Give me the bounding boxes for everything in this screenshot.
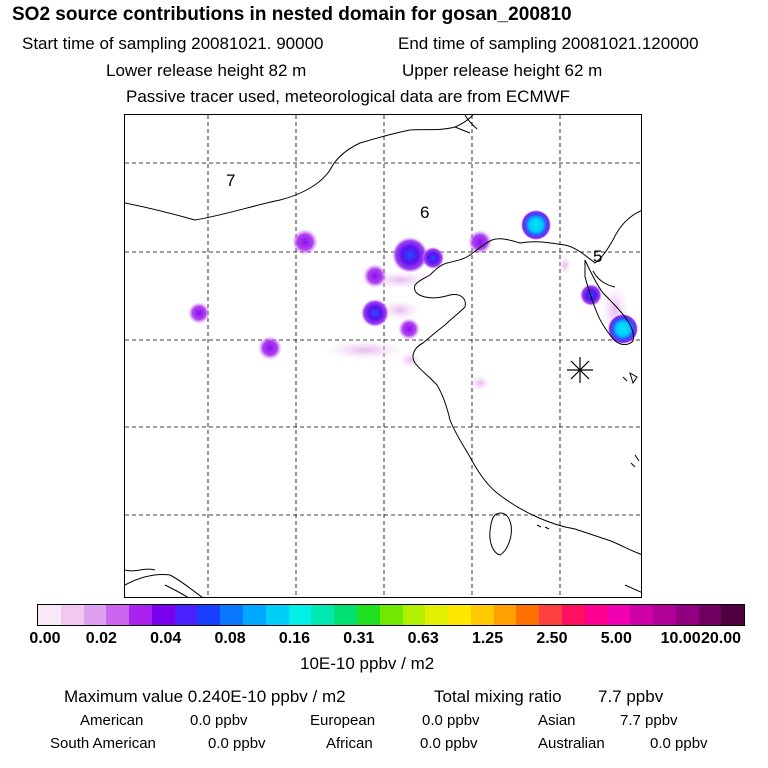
colorbar-tick-label: 0.00 (29, 630, 61, 647)
colorbar-segment (288, 605, 312, 625)
colorbar-segment (174, 605, 198, 625)
page-title: SO2 source contributions in nested domai… (12, 4, 572, 25)
colorbar-tick-label: 0.02 (85, 630, 117, 647)
colorbar-tick-label: 2.50 (536, 630, 568, 647)
total-mixing-ratio-value: 7.7 ppbv (598, 687, 664, 706)
colorbar-segment (129, 605, 152, 625)
american-label: American (80, 712, 144, 729)
colorbar-segment (675, 605, 699, 625)
coastlines (125, 115, 641, 597)
map-panel: 7 6 5 (124, 114, 642, 598)
european-label: European (310, 712, 376, 729)
colorbar-tick-label: 5.00 (600, 630, 632, 647)
colorbar-segment (311, 605, 335, 625)
colorbar-tick-label: 10.00 (660, 630, 701, 647)
total-mixing-ratio-label: Total mixing ratio (434, 687, 562, 706)
islands (489, 371, 640, 556)
american-value: 0.0 ppbv (190, 712, 248, 729)
colorbar-segment (493, 605, 517, 625)
colorbar-tick-label: 0.16 (278, 630, 311, 647)
south-american-label: South American (50, 735, 156, 752)
colorbar-segment (151, 605, 175, 625)
colorbar-tick-label: 1.25 (471, 630, 504, 647)
colorbar-segment (243, 605, 266, 625)
colorbar-segment (698, 605, 722, 625)
colorbar-segment (356, 605, 380, 625)
concentration-plumes (188, 210, 638, 391)
colorbar-segment (425, 605, 449, 625)
colorbar-tick-label: 0.31 (343, 630, 375, 647)
colorbar-segment (539, 605, 562, 625)
upper-release-label: Upper release height 62 m (402, 61, 603, 80)
colorbar-segment (402, 605, 426, 625)
south-american-value: 0.0 ppbv (208, 735, 266, 752)
african-label: African (326, 735, 373, 752)
colorbar-segment (83, 605, 107, 625)
colorbar-segment (197, 605, 221, 625)
colorbar-segment (379, 605, 403, 625)
grid-lines (125, 115, 641, 597)
asian-label: Asian (538, 712, 576, 729)
colorbar-units: 10E-10 ppbv / m2 (300, 654, 435, 673)
region-label-5: 5 (593, 247, 603, 266)
australian-value: 0.0 ppbv (650, 735, 708, 752)
european-value: 0.0 ppbv (422, 712, 480, 729)
region-label-7: 7 (226, 171, 236, 190)
colorbar-segment (630, 605, 654, 625)
region-label-6: 6 (420, 203, 430, 222)
colorbar-segment (60, 605, 84, 625)
colorbar-segment (721, 605, 745, 625)
end-time-label: End time of sampling 20081021.120000 (398, 34, 699, 53)
colorbar-tick-labels: 0.00 0.02 0.04 0.08 0.16 0.31 0.63 1.25 2.50 5.00… (0, 630, 768, 650)
asian-value: 7.7 ppbv (620, 712, 678, 729)
colorbar-segment (265, 605, 289, 625)
tracer-note: Passive tracer used, meteorological data… (126, 87, 571, 106)
start-time-label: Start time of sampling 20081021. 90000 (22, 34, 324, 53)
colorbar-segment (38, 605, 61, 625)
maximum-value: Maximum value 0.240E-10 ppbv / m2 (64, 687, 346, 706)
colorbar-segment (334, 605, 357, 625)
colorbar-segment (516, 605, 540, 625)
colorbar-segment (561, 605, 585, 625)
colorbar-tick-label: 20.00 (700, 630, 742, 647)
colorbar-segment (106, 605, 130, 625)
colorbar-segment (470, 605, 494, 625)
colorbar-segment (584, 605, 608, 625)
colorbar-segment (607, 605, 631, 625)
colorbar-tick-label: 0.63 (407, 630, 439, 647)
lower-release-label: Lower release height 82 m (106, 61, 307, 80)
colorbar-tick-label: 0.08 (214, 630, 246, 647)
colorbar-segment (448, 605, 471, 625)
map-canvas (125, 115, 641, 597)
receptor-asterisk-marker (567, 357, 593, 383)
colorbar-segment (653, 605, 676, 625)
african-value: 0.0 ppbv (420, 735, 478, 752)
colorbar-tick-label: 0.04 (150, 630, 182, 647)
colorbar (37, 604, 745, 626)
colorbar-segment (220, 605, 244, 625)
australian-label: Australian (538, 735, 605, 752)
